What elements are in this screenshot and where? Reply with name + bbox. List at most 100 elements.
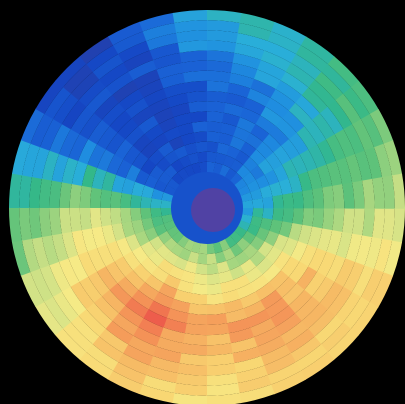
map-cell [138,384,175,403]
map-cell [206,393,242,404]
map-cell [195,141,208,153]
map-cell [125,233,141,252]
map-cell [325,134,346,162]
map-cell [269,181,283,197]
map-cell [243,300,266,319]
map-cell [223,298,244,314]
map-cell [176,30,208,43]
map-cell [92,53,124,80]
map-cell [364,237,383,270]
map-cell [86,44,119,72]
map-cell [11,239,31,276]
map-cell [79,276,102,303]
map-cell [259,217,273,231]
map-cell [110,207,122,225]
map-cell [70,315,100,345]
map-cell [178,247,192,261]
map-cell [243,98,266,116]
map-cell [39,178,52,208]
map-cell [41,234,59,266]
map-cell [290,336,322,363]
map-cell [113,31,147,55]
map-cell [133,69,161,90]
map-cell [275,313,302,336]
map-cell [63,63,94,94]
map-cell [106,154,124,175]
map-cell [235,365,268,384]
map-cell [288,102,313,127]
map-cell [304,271,326,297]
map-cell [130,207,142,222]
map-cell [282,192,294,209]
map-cell [118,305,144,327]
map-cell [225,168,237,181]
map-cell [61,286,87,316]
map-cell [228,327,254,344]
map-cell [223,102,244,118]
map-cell [79,185,92,208]
map-cell [317,139,337,165]
map-cell [220,122,237,137]
map-cell [325,254,346,283]
map-cell [111,312,139,336]
map-cell [272,194,284,209]
map-cell [342,296,370,330]
map-cell [151,188,164,200]
map-cell [229,136,246,151]
map-cell [262,133,282,153]
map-cell [364,147,383,180]
map-cell [270,89,296,111]
map-cell [173,289,192,304]
map-cell [207,91,228,103]
map-cell [264,230,279,247]
map-cell [300,351,335,380]
map-cell [260,50,292,72]
map-cell [234,178,248,191]
map-cell [101,102,126,127]
map-cell [225,92,248,108]
map-cell [351,265,375,298]
map-cell [140,240,157,258]
map-cell [71,229,88,255]
map-cell [143,309,167,328]
map-cell [188,101,208,113]
map-cell [137,281,159,301]
map-cell [302,208,314,227]
map-cell [207,60,234,73]
map-cell [140,207,152,220]
map-cell [265,97,290,119]
map-cell [244,266,263,284]
map-cell [39,264,62,297]
map-cell [381,208,395,242]
map-cell [237,375,272,394]
map-cell [79,207,92,231]
map-cell [264,40,297,64]
map-cell [120,207,132,224]
map-cell [59,128,80,158]
map-cell [239,258,257,275]
map-cell [292,191,304,209]
map-cell [391,208,405,244]
map-cell [89,207,102,229]
map-cell [234,226,247,238]
map-cell [319,106,344,135]
map-cell [218,132,234,146]
map-cell [70,106,95,135]
map-cell [343,124,365,155]
map-cell [191,121,208,133]
map-cell [172,9,208,23]
map-cell [334,258,355,288]
map-cell [101,224,117,245]
map-cell [265,297,289,319]
map-cell [161,214,174,224]
map-cell [206,253,217,265]
map-cell [307,226,323,249]
map-cell [166,92,189,108]
map-cell [288,132,309,155]
map-cell [273,251,291,271]
map-cell [158,171,172,185]
map-cell [177,167,190,181]
map-cell [140,256,158,275]
map-cell [249,250,266,267]
map-cell [149,355,180,374]
